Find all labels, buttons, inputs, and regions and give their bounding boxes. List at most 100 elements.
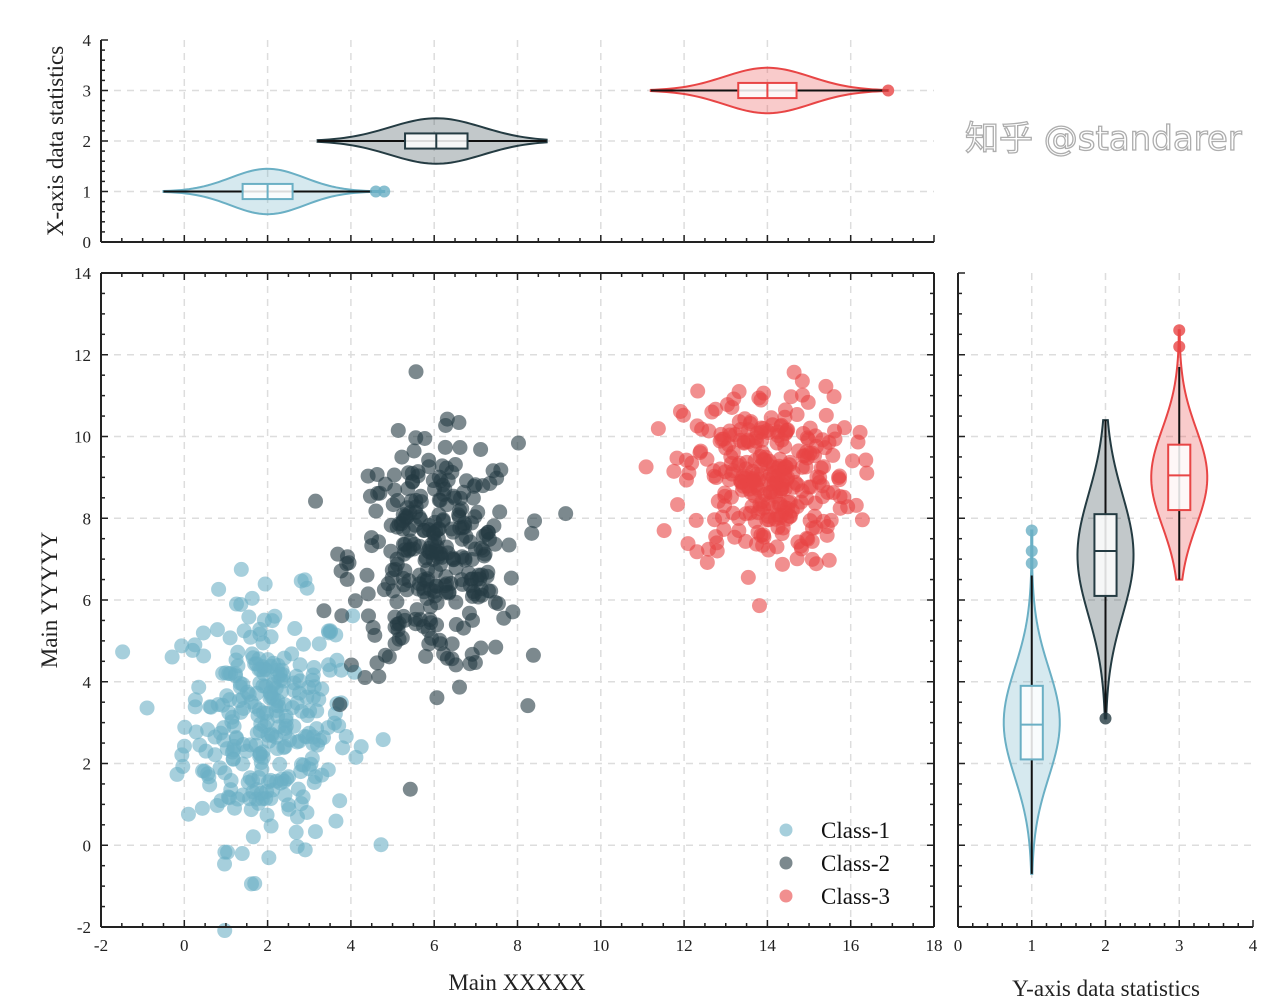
- axis-frame: [100, 272, 935, 928]
- scatter-point: [473, 640, 489, 656]
- scatter-point: [710, 493, 726, 509]
- scatter-point: [332, 697, 348, 713]
- scatter-point: [338, 728, 354, 744]
- series-class-3: [638, 364, 875, 614]
- scatter-point: [800, 394, 816, 410]
- scatter-point: [335, 740, 351, 756]
- scatter-point: [263, 818, 279, 834]
- x-tick-label: 18: [926, 936, 943, 955]
- scatter-point: [339, 571, 355, 587]
- scatter-point: [779, 471, 795, 487]
- scatter-point: [472, 571, 488, 587]
- scatter-point: [263, 726, 279, 742]
- scatter-point: [688, 512, 704, 528]
- outlier-point: [369, 185, 382, 198]
- scatter-point: [815, 489, 831, 505]
- scatter-point: [487, 594, 503, 610]
- scatter-point: [243, 876, 259, 892]
- scatter-point: [241, 609, 257, 625]
- violin-class-2: [1076, 419, 1135, 725]
- scatter-point: [386, 467, 402, 483]
- series-class-2: [308, 364, 574, 797]
- scatter-point: [421, 452, 437, 468]
- scatter-point: [408, 430, 424, 446]
- scatter-point: [396, 546, 412, 562]
- scatter-point: [439, 497, 455, 513]
- scatter-point: [370, 485, 386, 501]
- scatter-point: [716, 521, 732, 537]
- scatter-point: [753, 420, 769, 436]
- y-tick-label: 2: [83, 132, 92, 151]
- scatter-point: [444, 636, 460, 652]
- scatter-point: [814, 478, 830, 494]
- scatter-point: [345, 608, 361, 624]
- scatter-point: [396, 577, 412, 593]
- scatter-point: [406, 443, 422, 459]
- scatter-point: [297, 842, 313, 858]
- axis-frame: [957, 272, 1254, 928]
- scatter-point: [429, 690, 445, 706]
- violin-class-3: [1150, 324, 1209, 581]
- scatter-point: [176, 738, 192, 754]
- legend-label: Class-2: [821, 851, 890, 876]
- legend-label: Class-1: [821, 818, 890, 843]
- scatter-point: [492, 504, 508, 520]
- scatter-point: [794, 541, 810, 557]
- scatter-point: [738, 533, 754, 549]
- scatter-point: [334, 608, 350, 624]
- axis-frame: [100, 39, 935, 243]
- scatter-point: [343, 657, 359, 673]
- scatter-point: [272, 756, 288, 772]
- legend: Class-1 Class-2 Class-3: [779, 818, 890, 909]
- scatter-point: [222, 630, 238, 646]
- x-tick-label: 8: [513, 936, 522, 955]
- scatter-point: [763, 410, 779, 426]
- scatter-point: [223, 773, 239, 789]
- scatter-point: [804, 520, 820, 536]
- scatter-point: [261, 774, 277, 790]
- scatter-point: [391, 516, 407, 532]
- scatter-point: [230, 791, 246, 807]
- scatter-point: [438, 569, 454, 585]
- scatter-point: [180, 806, 196, 822]
- scatter-point: [311, 691, 327, 707]
- x-tick-label: 1: [1028, 936, 1037, 955]
- scatter-point: [524, 525, 540, 541]
- scatter-point: [320, 623, 336, 639]
- scatter-point: [751, 598, 767, 614]
- scatter-point: [760, 542, 776, 558]
- scatter-point: [233, 596, 249, 612]
- scatter-point: [749, 433, 765, 449]
- outlier-point: [882, 84, 895, 97]
- scatter-point: [452, 503, 468, 519]
- scatter-point: [821, 552, 837, 568]
- scatter-point: [716, 431, 732, 447]
- scatter-point: [234, 846, 250, 862]
- scatter-point: [429, 539, 445, 555]
- scatter-point: [287, 620, 303, 636]
- scatter-point: [187, 637, 203, 653]
- scatter-point: [212, 760, 228, 776]
- scatter-point: [377, 647, 393, 663]
- scatter-point: [799, 450, 815, 466]
- scatter-point: [353, 739, 369, 755]
- scatter-point: [244, 590, 260, 606]
- x-tick-label: 6: [430, 936, 439, 955]
- scatter-point: [248, 656, 264, 672]
- scatter-point: [501, 537, 517, 553]
- scatter-point: [751, 390, 767, 406]
- scatter-point: [740, 569, 756, 585]
- scatter-point: [408, 364, 424, 380]
- scatter-point: [558, 506, 574, 522]
- scatter-point: [699, 554, 715, 570]
- scatter-point: [656, 523, 672, 539]
- main-scatter-axes: -2 0 2 4 6 8 10 12 14 16 18 -2 0 2 4 6 8 10 12 14: [74, 264, 943, 955]
- scatter-point: [708, 401, 724, 417]
- scatter-point: [404, 474, 420, 490]
- box-iqr: [1019, 684, 1044, 761]
- scatter-point: [211, 581, 227, 597]
- scatter-point: [434, 458, 450, 474]
- scatter-point: [267, 608, 283, 624]
- scatter-point: [402, 781, 418, 797]
